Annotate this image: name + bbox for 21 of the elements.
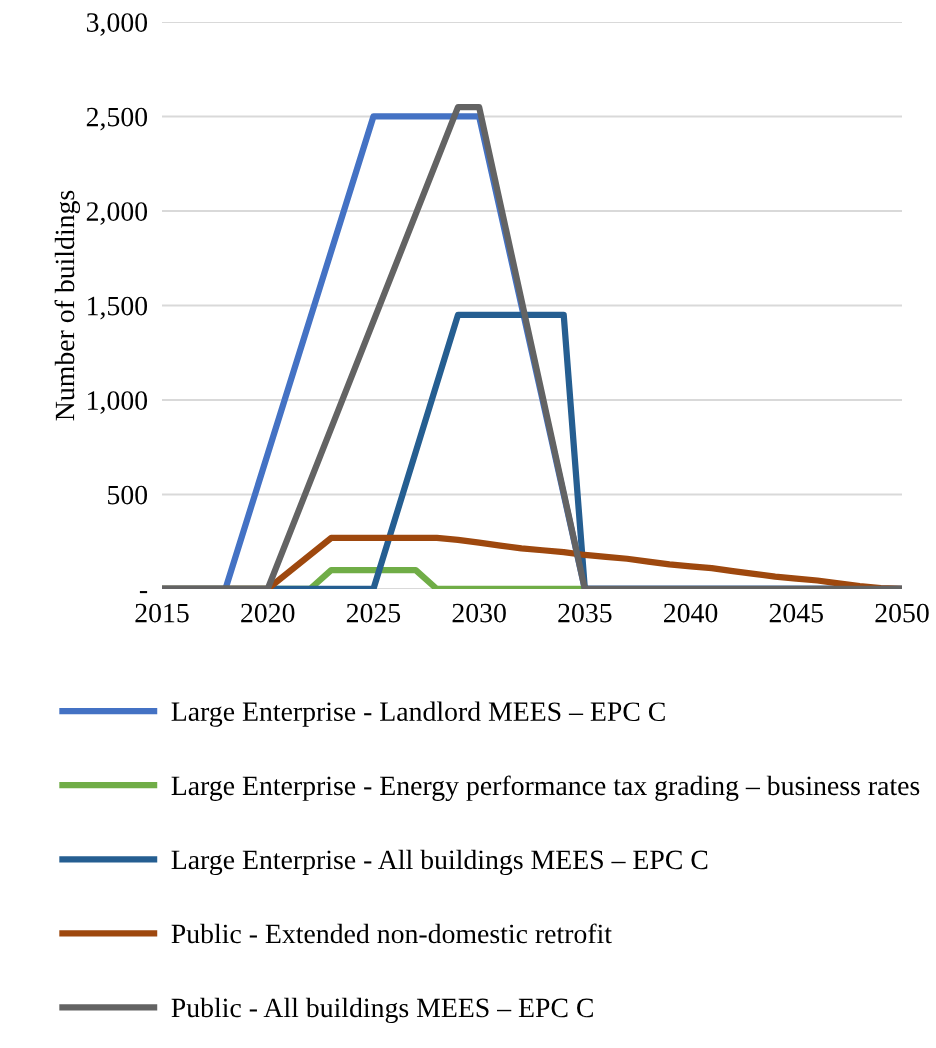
x-tick-label: 2050: [875, 603, 929, 623]
y-axis-title: Number of buildings: [54, 190, 81, 421]
legend-label: Large Enterprise - All buildings MEES – EPC C: [171, 849, 708, 875]
x-tick-label: 2020: [241, 603, 295, 623]
x-tick-label: 2035: [558, 603, 612, 623]
x-tick-label: 2040: [664, 603, 718, 623]
y-tick-label: 500: [108, 485, 148, 505]
y-tick-label: 1,000: [88, 391, 148, 414]
y-tick-label: 2,500: [86, 107, 148, 131]
legend-label: Public - Extended non-domestic retrofit: [171, 923, 612, 944]
x-tick-label: 2045: [769, 603, 823, 623]
x-tick-label: 2030: [452, 603, 506, 623]
y-tick-label: -: [139, 591, 148, 594]
legend-label: Large Enterprise - Energy performance tax grading – business rates: [171, 775, 920, 801]
y-tick-label: 3,000: [86, 13, 148, 36]
legend-label: Public - All buildings MEES – EPC C: [171, 997, 593, 1023]
x-tick-label: 2025: [346, 603, 401, 623]
legend-label: Large Enterprise - Landlord MEES – EPC C: [171, 701, 665, 727]
x-tick-label: 2015: [135, 603, 189, 623]
y-tick-label: 2,000: [86, 202, 148, 225]
y-tick-label: 1,500: [88, 296, 148, 320]
